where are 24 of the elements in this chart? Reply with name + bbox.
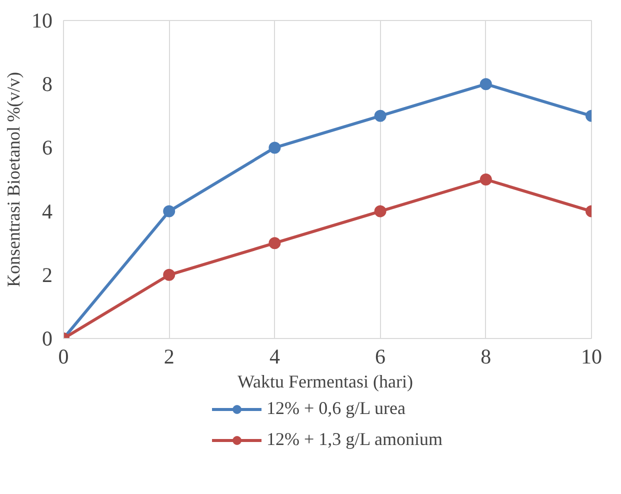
x-tick-label: 2 (164, 344, 174, 368)
x-tick-label: 0 (58, 344, 69, 368)
x-tick-label: 4 (269, 344, 280, 368)
y-axis-title: Konsentrasi Bioetanol %(v/v) (4, 72, 24, 287)
point (374, 205, 386, 218)
y-tick-label: 2 (42, 262, 52, 287)
y-tick-label: 10 (32, 8, 52, 32)
x-tick-label: 6 (375, 344, 386, 368)
x-axis-title: Waktu Fermentasi (hari) (238, 372, 414, 392)
legend-label: 12% + 0,6 g/L urea (266, 398, 406, 419)
point (480, 174, 492, 186)
y-tick-label: 8 (42, 72, 52, 96)
y-tick-label: 0 (42, 326, 52, 350)
x-tick-label: 8 (480, 344, 492, 368)
point (163, 205, 176, 218)
point (163, 268, 176, 281)
point (268, 237, 281, 250)
y-tick-label: 4 (42, 199, 53, 224)
legend-label: 12% + 1,3 g/L amonium (266, 429, 442, 450)
point (268, 142, 281, 154)
point (374, 110, 386, 122)
x-tick-label: 10 (581, 344, 602, 368)
y-tick-label: 6 (42, 136, 52, 160)
point (480, 78, 492, 90)
